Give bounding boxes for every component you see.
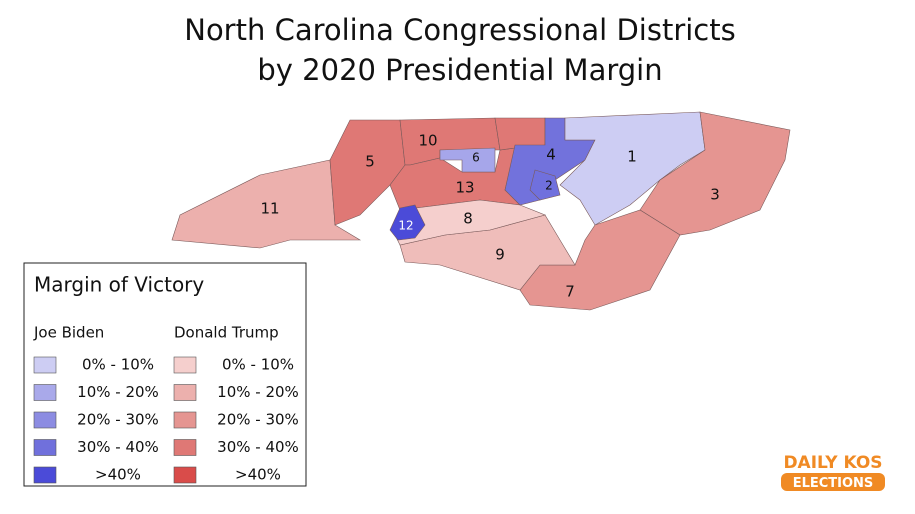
district-label: 2 <box>545 179 553 193</box>
district-label: 8 <box>463 210 473 228</box>
legend-heading: Donald Trump <box>174 324 279 342</box>
title-line: North Carolina Congressional Districts <box>184 13 735 47</box>
districts <box>171 111 791 311</box>
district-label: 13 <box>455 179 474 197</box>
legend-label: 10% - 20% <box>217 383 299 401</box>
district-label: 11 <box>260 200 279 218</box>
legend-label: 30% - 40% <box>77 438 159 456</box>
legend-swatch <box>33 411 57 429</box>
district-label: 7 <box>565 283 575 301</box>
district-2 <box>529 169 561 201</box>
district-label: 4 <box>546 146 556 164</box>
legend-swatch <box>173 466 197 484</box>
legend-swatch <box>33 384 57 401</box>
legend-label: >40% <box>95 466 141 484</box>
legend-label: 10% - 20% <box>77 383 159 401</box>
district-label: 1 <box>627 148 637 166</box>
legend-swatch <box>173 439 197 456</box>
logo-text: ELECTIONS <box>793 476 874 491</box>
legend-heading: Joe Biden <box>33 324 104 342</box>
legend-label: >40% <box>235 466 281 484</box>
district-label: 12 <box>398 219 413 233</box>
title-line: by 2020 Presidential Margin <box>257 53 662 87</box>
legend-swatch <box>33 439 57 456</box>
district-label: 10 <box>418 132 437 150</box>
district-3 <box>639 111 791 236</box>
legend: Margin of Victory Joe Biden 0% - 10% 10% -… <box>23 262 307 487</box>
legend-swatch <box>173 411 197 429</box>
legend-label: 20% - 30% <box>217 411 299 429</box>
district-7 <box>519 209 681 311</box>
district-label: 3 <box>710 186 720 204</box>
district-8 <box>394 199 546 246</box>
legend-label: 0% - 10% <box>222 356 294 374</box>
legend-label: 20% - 30% <box>77 411 159 429</box>
legend-label: 30% - 40% <box>217 438 299 456</box>
legend-label: 0% - 10% <box>82 356 154 374</box>
legend-box <box>23 262 307 487</box>
logo-text: DAILY KOS <box>783 453 882 473</box>
legend-swatch <box>33 356 57 374</box>
logo-badge <box>781 473 885 491</box>
district-5 <box>329 119 406 226</box>
district-label: 9 <box>495 246 505 264</box>
district-label: 5 <box>365 153 375 171</box>
logo: DAILY KOS ELECTIONS <box>781 453 885 491</box>
district-12 <box>389 204 426 241</box>
legend-title: Margin of Victory <box>34 273 204 297</box>
district-labels: 1 2 3 4 5 6 7 8 9 10 11 12 13 <box>260 132 719 301</box>
legend-swatch <box>173 384 197 401</box>
district-label: 6 <box>472 151 480 165</box>
legend-swatch <box>173 356 197 374</box>
legend-swatch <box>33 466 57 484</box>
district-6 <box>439 147 496 173</box>
